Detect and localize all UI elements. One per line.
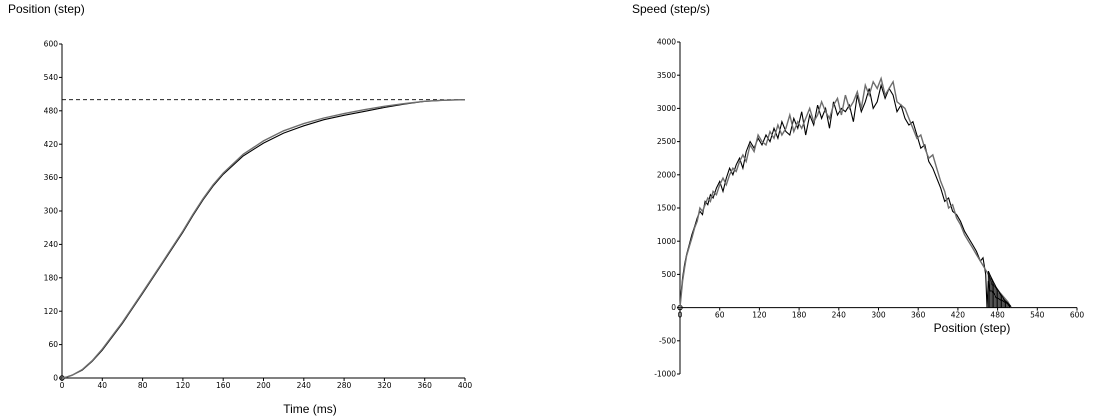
left-x-tick-label: 40 [98,381,108,390]
left-x-tick-label: 80 [138,381,148,390]
right-y-tick-label: -1000 [654,370,676,379]
left-y-tick-label: 300 [44,207,59,216]
left-y-tick-label: 180 [44,273,59,282]
left-x-tick-label: 200 [256,381,271,390]
right-x-tick-label: 120 [752,311,767,320]
left-y-axis-label: Position (step) [8,2,85,16]
right-y-tick-label: 1500 [657,204,676,213]
right-y-tick-label: 4000 [657,38,676,47]
right-x-tick-label: 420 [951,311,966,320]
right-x-tick-label: 360 [911,311,926,320]
left-x-tick-label: 160 [216,381,231,390]
left-x-tick-label: 400 [458,381,473,390]
right-x-tick-label: 240 [832,311,847,320]
right-x-tick-label: 300 [871,311,886,320]
left-y-tick-label: 480 [44,106,59,115]
right-y-tick-label: -500 [659,336,676,345]
right-x-tick-label: 60 [715,311,725,320]
position-vs-time-chart: Position (step) Time (ms) 0 60 120 180 240 30… [8,2,472,416]
left-y-tick-label: 540 [44,73,59,82]
right-x-axis-label: Position (step) [934,321,1011,335]
speed-vs-position-chart: Speed (step/s) Position (step) -1000 -500… [632,2,1084,379]
left-y-tick-label: 360 [44,173,59,182]
left-x-tick-label: 120 [176,381,191,390]
left-y-tick-label: 240 [44,240,59,249]
left-x-tick-label: 360 [418,381,433,390]
right-y-tick-label: 1000 [657,237,676,246]
left-y-tick-label: 120 [44,307,59,316]
right-x-tick-label: 480 [990,311,1005,320]
left-y-tick-label: 420 [44,140,59,149]
left-y-tick-label: 600 [44,40,59,49]
right-y-tick-label: 2500 [657,137,676,146]
left-y-tick-label: 60 [48,340,58,349]
right-x-tick-label: 180 [792,311,807,320]
right-y-tick-label: 3000 [657,104,676,113]
left-x-tick-label: 240 [297,381,312,390]
right-x-tick-label: 600 [1070,311,1085,320]
left-x-tick-label: 280 [337,381,352,390]
left-y-tick-label: 0 [53,374,58,383]
right-y-tick-label: 500 [662,270,677,279]
left-x-tick-label: 320 [377,381,392,390]
right-y-axis-label: Speed (step/s) [632,2,710,16]
right-series-line-1 [679,83,1012,308]
left-series-line-2 [61,99,466,379]
left-x-tick-label: 0 [60,381,65,390]
right-y-tick-label: 0 [671,303,676,312]
right-y-tick-label: 3500 [657,71,676,80]
right-x-tick-label: 540 [1030,311,1045,320]
right-y-tick-label: 2000 [657,170,676,179]
right-x-tick-label: 0 [678,311,683,320]
left-x-axis-label: Time (ms) [283,402,337,416]
right-series-line-2 [679,76,1012,308]
